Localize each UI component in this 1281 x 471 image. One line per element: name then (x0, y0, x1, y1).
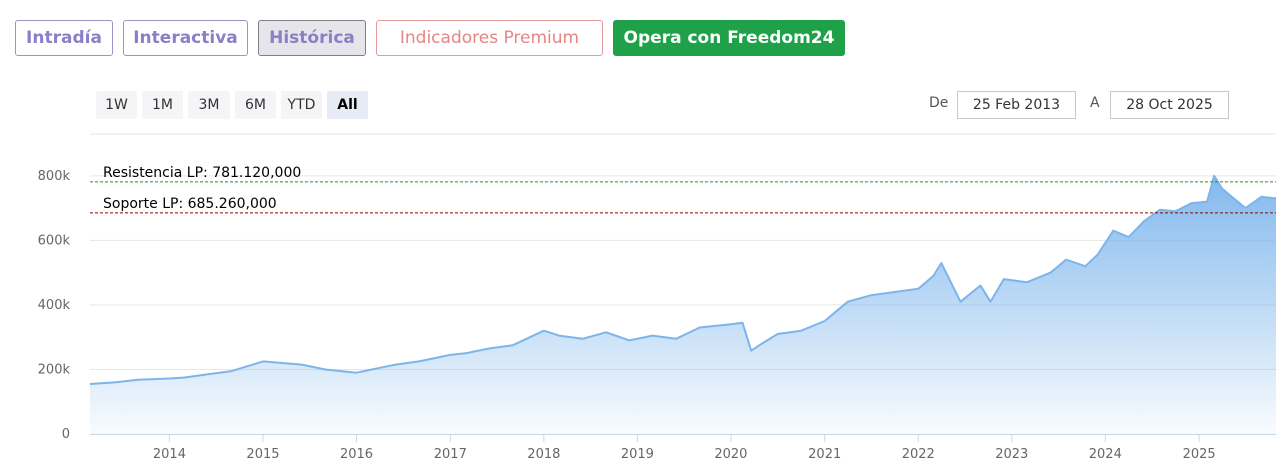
x-tick-label: 2015 (246, 447, 279, 462)
date-to-input[interactable]: 28 Oct 2025 (1110, 91, 1229, 119)
range-ytd-button[interactable]: YTD (281, 91, 322, 119)
price-area-fill (90, 175, 1276, 435)
tab-interactiva[interactable]: Interactiva (123, 20, 248, 56)
x-tick-label: 2025 (1183, 447, 1216, 462)
y-tick-label: 0 (62, 427, 70, 442)
range-all-button[interactable]: All (327, 91, 368, 119)
y-tick-label: 800k (38, 169, 71, 184)
y-tick-label: 400k (38, 298, 71, 313)
tab-intradia[interactable]: Intradía (15, 20, 113, 56)
x-tick-label: 2016 (340, 447, 373, 462)
tab-historica[interactable]: Histórica (258, 20, 366, 56)
opera-freedom24-button[interactable]: Opera con Freedom24 (613, 20, 845, 56)
x-tick-label: 2023 (995, 447, 1028, 462)
range-3m-button[interactable]: 3M (188, 91, 230, 119)
y-tick-label: 600k (38, 233, 71, 248)
x-tick-label: 2014 (153, 447, 186, 462)
x-tick-label: 2020 (714, 447, 747, 462)
x-tick-label: 2018 (527, 447, 560, 462)
x-tick-label: 2017 (434, 447, 467, 462)
support-label: Soporte LP: 685.260,000 (103, 196, 277, 212)
x-tick-label: 2024 (1089, 447, 1122, 462)
x-tick-label: 2021 (808, 447, 841, 462)
y-tick-label: 200k (38, 362, 71, 377)
date-from-label: De (929, 95, 949, 111)
x-tick-label: 2022 (902, 447, 935, 462)
date-to-label: A (1090, 95, 1100, 111)
x-tick-label: 2019 (621, 447, 654, 462)
range-1w-button[interactable]: 1W (96, 91, 137, 119)
range-6m-button[interactable]: 6M (235, 91, 276, 119)
price-series-line (89, 174, 1277, 385)
date-from-input[interactable]: 25 Feb 2013 (957, 91, 1076, 119)
range-1m-button[interactable]: 1M (142, 91, 183, 119)
resistance-label: Resistencia LP: 781.120,000 (103, 165, 301, 181)
tab-indicadores-premium[interactable]: Indicadores Premium (376, 20, 603, 56)
